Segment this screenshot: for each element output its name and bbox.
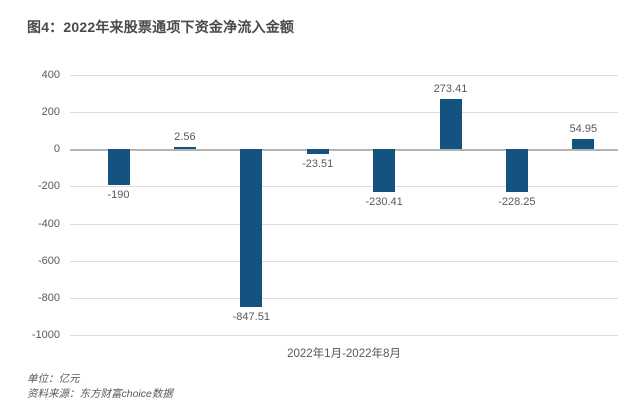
unit-note: 单位：亿元 (27, 373, 80, 385)
bar (439, 98, 462, 150)
y-tick-label: 400 (41, 69, 60, 81)
gridline (70, 112, 618, 114)
y-tick-label: -600 (37, 254, 60, 267)
y-tick-label: 0 (53, 143, 60, 156)
bar-value-label: 2.56 (174, 131, 196, 144)
bar (107, 149, 130, 185)
bar-value-label: -230.41 (365, 196, 403, 209)
bar (240, 149, 263, 307)
bar-value-label: -190 (107, 188, 130, 201)
bar-value-label: 273.41 (433, 82, 468, 95)
bar-value-label: 54.95 (569, 123, 598, 136)
source-note: 资料来源：东方财富choice数据 (27, 388, 173, 400)
gridline (70, 335, 618, 336)
bar (173, 147, 196, 150)
y-tick-label: 200 (41, 106, 60, 119)
x-axis-label: 2022年1月-2022年8月 (287, 348, 401, 360)
bar (306, 149, 329, 154)
zero-axis-line (70, 149, 618, 152)
bar (572, 139, 595, 150)
bar-value-label: -23.51 (302, 157, 334, 170)
y-tick-label: -400 (37, 217, 60, 230)
bar (505, 149, 528, 192)
plot-area: 400 200 0 -200 -400 -600 -800 -1000 -190 2.56 -847… (32, 69, 618, 360)
chart-footer: 单位：亿元 资料来源：东方财富choice数据 (27, 372, 173, 402)
gridline (70, 260, 618, 262)
gridline (70, 75, 618, 76)
chart-title: 图4：2022年来股票通项下资金净流入金额 (27, 19, 295, 35)
gridline (70, 223, 618, 225)
bar (373, 149, 396, 193)
y-tick-label: -1000 (31, 329, 60, 341)
gridline (70, 186, 618, 188)
gridline (70, 297, 618, 299)
y-tick-label: -200 (37, 180, 60, 193)
bar-value-label: -228.25 (498, 195, 536, 208)
y-tick-label: -800 (37, 291, 60, 304)
bar-value-label: -847.51 (232, 310, 270, 323)
